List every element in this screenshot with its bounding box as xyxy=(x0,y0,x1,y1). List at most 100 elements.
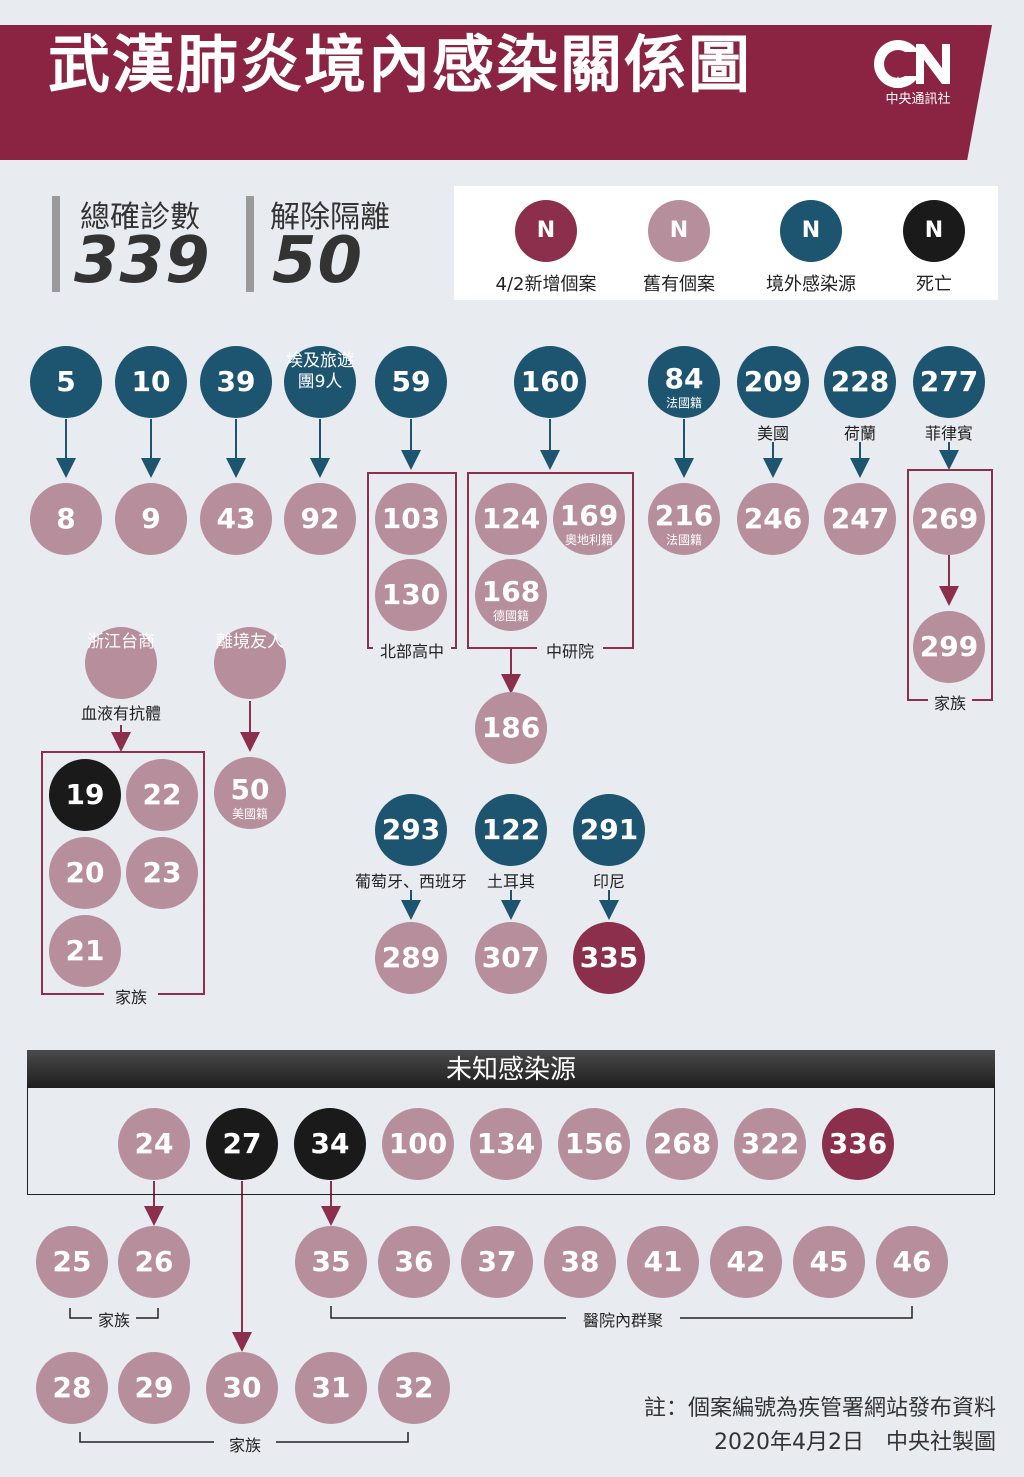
case-node: 246 xyxy=(737,483,809,555)
case-node: 38 xyxy=(544,1226,616,1298)
legend-item-new: N 4/2新增個案 xyxy=(476,186,616,296)
cluster-label: 家族 xyxy=(228,1436,261,1455)
case-node: 19 xyxy=(49,759,121,831)
case-node: 30 xyxy=(206,1352,278,1424)
case-node: 59 xyxy=(375,346,447,418)
case-node: 289 xyxy=(375,922,447,994)
case-node: 335 xyxy=(573,922,645,994)
released-label: 解除隔離 xyxy=(270,200,390,235)
unknown-source-box xyxy=(27,1088,995,1195)
unknown-source-header: 未知感染源 xyxy=(27,1050,995,1088)
case-node: 36 xyxy=(378,1226,450,1298)
header-banner xyxy=(0,25,992,160)
case-node: 8 xyxy=(30,483,102,555)
case-node: 50 美國籍 xyxy=(214,757,286,829)
case-node: 37 xyxy=(461,1226,533,1298)
case-node: 9 xyxy=(115,483,187,555)
legend-label: 境外感染源 xyxy=(766,274,856,295)
case-node: 45 xyxy=(793,1226,865,1298)
legend: N 4/2新增個案 N 舊有個案 N 境外感染源 N 死亡 xyxy=(454,186,998,300)
case-node: 336 xyxy=(822,1108,894,1180)
case-node: 322 xyxy=(734,1108,806,1180)
logo-text: 中央通訊社 xyxy=(885,92,951,107)
legend-swatch: N xyxy=(780,200,842,262)
legend-item-old: N 舊有個案 xyxy=(609,186,749,296)
case-node: 169 奧地利籍 xyxy=(553,483,625,555)
cna-logo: 中央通訊社 xyxy=(858,30,970,108)
released-value: 50 xyxy=(272,224,364,298)
case-node: 228 xyxy=(824,346,896,418)
case-node: 26 xyxy=(118,1226,190,1298)
case-node: 156 xyxy=(558,1108,630,1180)
case-node: 216 法國籍 xyxy=(648,483,720,555)
credit-line: 2020年4月2日 中央社製圖 xyxy=(714,1430,996,1455)
case-node: 34 xyxy=(294,1108,366,1180)
cluster-label: 醫院內群聚 xyxy=(582,1311,663,1330)
case-node: 299 xyxy=(913,611,985,683)
legend-label: 4/2新增個案 xyxy=(495,274,597,295)
case-node: 291 xyxy=(573,794,645,866)
case-node: 122 xyxy=(475,794,547,866)
case-node: 209 xyxy=(737,346,809,418)
legend-item-imported: N 境外感染源 xyxy=(741,186,881,296)
case-node: 168 德國籍 xyxy=(475,559,547,631)
case-node: 41 xyxy=(627,1226,699,1298)
country-label: 土耳其 xyxy=(486,872,535,891)
case-node: 84 法國籍 xyxy=(648,346,720,418)
case-node: 269 xyxy=(913,483,985,555)
page-title: 武漢肺炎境內感染關係圖 xyxy=(48,28,753,101)
case-node: 130 xyxy=(375,559,447,631)
case-node: 134 xyxy=(470,1108,542,1180)
stat-bar xyxy=(52,196,60,292)
case-node: 103 xyxy=(375,483,447,555)
cluster-label: 中研院 xyxy=(545,642,594,661)
case-node: 293 xyxy=(375,794,447,866)
case-node: 24 xyxy=(118,1108,190,1180)
country-label: 菲律賓 xyxy=(924,424,973,443)
case-node: 21 xyxy=(49,915,121,987)
case-node: 307 xyxy=(475,922,547,994)
case-node: 28 xyxy=(36,1352,108,1424)
confirmed-label: 總確診數 xyxy=(80,200,200,235)
case-node: 186 xyxy=(475,692,547,764)
case-node: 124 xyxy=(475,483,547,555)
legend-label: 死亡 xyxy=(916,274,952,295)
case-node: 268 xyxy=(646,1108,718,1180)
legend-swatch: N xyxy=(648,200,710,262)
confirmed-value: 339 xyxy=(74,224,211,298)
case-node: 22 xyxy=(126,759,198,831)
country-label: 葡萄牙、西班牙 xyxy=(354,872,467,891)
country-label: 印尼 xyxy=(592,872,625,891)
case-node: 10 xyxy=(115,346,187,418)
legend-label: 舊有個案 xyxy=(643,274,715,295)
case-node: 42 xyxy=(710,1226,782,1298)
case-node: 5 xyxy=(30,346,102,418)
cluster-label: 北部高中 xyxy=(379,642,444,661)
legend-item-death: N 死亡 xyxy=(864,186,1004,296)
case-node: 20 xyxy=(49,837,121,909)
case-node: 277 xyxy=(913,346,985,418)
case-node: 25 xyxy=(36,1226,108,1298)
case-node: 160 xyxy=(514,346,586,418)
departed-friend-node: 離境友人 xyxy=(214,627,286,699)
zhejiang-taishang-node: 浙江台商 xyxy=(85,627,157,699)
country-label: 荷蘭 xyxy=(843,424,876,443)
case-node: 32 xyxy=(378,1352,450,1424)
case-node: 46 xyxy=(876,1226,948,1298)
case-node: 29 xyxy=(118,1352,190,1424)
country-label: 美國 xyxy=(756,424,789,443)
legend-swatch: N xyxy=(515,200,577,262)
case-node: 35 xyxy=(295,1226,367,1298)
case-node: 31 xyxy=(295,1352,367,1424)
stat-bar xyxy=(246,196,254,292)
case-node: 247 xyxy=(824,483,896,555)
legend-swatch: N xyxy=(903,200,965,262)
egypt-tour-node: 埃及旅遊團9人 xyxy=(284,346,356,418)
case-node: 92 xyxy=(284,483,356,555)
cluster-label: 家族 xyxy=(933,694,966,713)
antibody-label: 血液有抗體 xyxy=(80,704,161,723)
case-node: 43 xyxy=(200,483,272,555)
case-node: 23 xyxy=(126,837,198,909)
footnote: 註：個案編號為疾管署網站發布資料 xyxy=(643,1396,996,1421)
